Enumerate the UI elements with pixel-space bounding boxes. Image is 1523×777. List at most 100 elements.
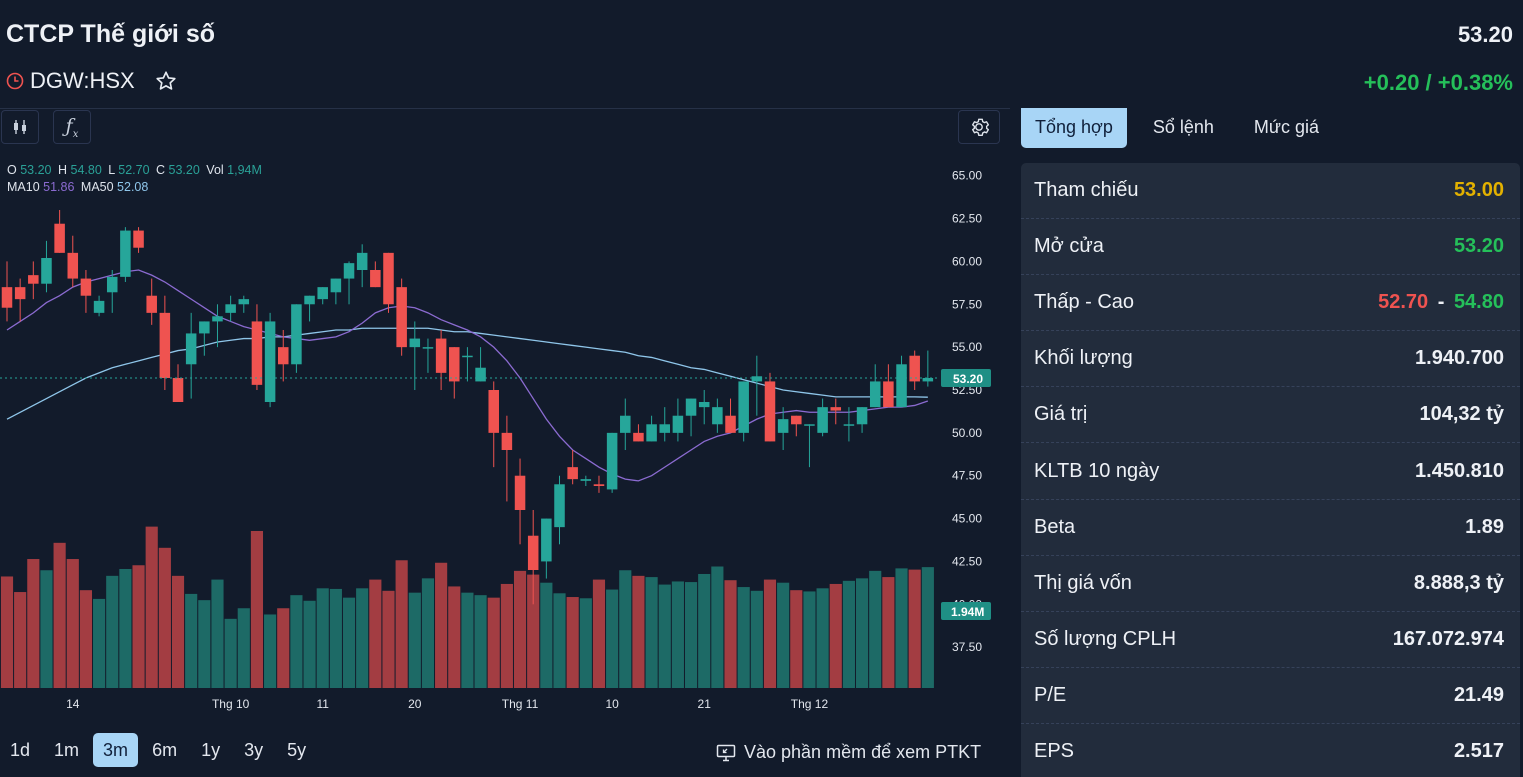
candle-body — [225, 304, 236, 313]
stat-label: Thị giá vốn — [1034, 571, 1132, 594]
stat-eps: EPS 2.517 — [1021, 724, 1520, 777]
volume-bar — [14, 592, 27, 688]
candle-body — [277, 347, 289, 365]
header-divider — [0, 108, 1010, 109]
range-button-6m[interactable]: 6m — [152, 740, 178, 760]
range-button-1m[interactable]: 1m — [54, 740, 80, 760]
candle-body — [120, 230, 131, 277]
ma10-value: 51.86 — [43, 180, 75, 194]
stat-value: 52.70 - 54.80 — [1378, 291, 1504, 314]
volume-bar — [671, 581, 684, 688]
tab-order-book[interactable]: Sổ lệnh — [1152, 117, 1214, 137]
candlestick-type-button[interactable] — [1, 110, 39, 144]
volume-bar — [606, 589, 619, 688]
candle-body — [633, 432, 644, 442]
candle-body — [791, 415, 802, 425]
stat-label: Giá trị — [1034, 403, 1088, 426]
stat-value: 21.49 — [1453, 683, 1504, 706]
volume-bar — [277, 608, 290, 688]
stat-value: 53.20 — [1453, 235, 1504, 258]
candle-body — [580, 479, 592, 481]
volume-bar — [27, 559, 40, 688]
tab-summary[interactable]: Tổng hợp — [1021, 108, 1127, 148]
high-value: 54.80 — [70, 163, 102, 177]
volume-bar — [342, 597, 356, 688]
candle-body — [264, 321, 276, 402]
volume-bar — [40, 570, 53, 688]
volume-bar — [500, 583, 513, 688]
open-label: O — [7, 163, 17, 177]
candle-body — [304, 295, 315, 305]
volume-bar — [171, 575, 185, 688]
candle-body — [817, 407, 828, 433]
x-tick-label: 20 — [408, 697, 422, 711]
y-tick-label: 45.00 — [952, 512, 982, 526]
low-value: 52.70 — [1378, 291, 1429, 314]
candle-body — [67, 252, 79, 279]
stat-label: P/E — [1034, 683, 1067, 706]
candle-body — [896, 364, 907, 408]
volume-bar — [908, 569, 921, 688]
stat-volume: Khối lượng 1.940.700 — [1021, 331, 1520, 388]
gear-icon — [971, 118, 990, 136]
stats-panel: Tham chiếu 53.00 Mở cửa 53.20 Thấp - Cao… — [1021, 163, 1520, 777]
volume-bar — [421, 578, 435, 688]
candle-body — [843, 424, 855, 426]
star-icon[interactable] — [155, 70, 177, 92]
volume-bar — [803, 591, 816, 688]
range-button-1d[interactable]: 1d — [10, 740, 31, 760]
volume-bar — [145, 526, 158, 688]
volume-bar — [224, 618, 237, 688]
volume-bar — [658, 584, 671, 688]
candle-body — [698, 402, 710, 408]
indicator-button[interactable]: ƒx — [53, 110, 91, 144]
volume-bar — [382, 590, 395, 688]
y-tick-label: 60.00 — [952, 254, 982, 268]
range-button-5y[interactable]: 5y — [287, 740, 307, 760]
function-icon: ƒx — [65, 114, 79, 140]
volume-bar — [698, 573, 711, 688]
range-button-1y[interactable]: 1y — [201, 740, 221, 760]
volume-bar — [66, 559, 79, 688]
candle-body — [909, 355, 920, 382]
candle-body — [501, 432, 513, 450]
volume-bar — [369, 579, 382, 688]
volume-bar — [408, 592, 421, 688]
candle-body — [738, 381, 749, 433]
volume-bar — [895, 568, 908, 688]
chart-settings-button[interactable] — [958, 110, 1000, 144]
price-chart[interactable]: 65.0062.5060.0057.5055.0052.5050.0047.50… — [0, 150, 1010, 725]
candle-body — [883, 381, 894, 408]
volume-bar — [763, 579, 777, 688]
range-button-3y[interactable]: 3y — [244, 740, 264, 760]
range-button-3m[interactable]: 3m — [93, 733, 139, 767]
candle-body — [238, 299, 250, 305]
open-ta-software-link[interactable]: Vào phần mềm để xem PTKT — [716, 742, 981, 763]
candle-body — [541, 518, 552, 562]
candlestick-icon — [14, 120, 26, 134]
volume-bar — [487, 597, 500, 688]
candle-body — [28, 275, 39, 284]
y-tick-label: 57.50 — [952, 297, 982, 311]
volume-bar — [158, 547, 171, 688]
stat-open: Mở cửa 53.20 — [1021, 219, 1520, 276]
candle-body — [212, 316, 223, 322]
clock-icon — [6, 72, 24, 90]
candle-body — [777, 419, 789, 433]
tab-price-levels[interactable]: Mức giá — [1253, 117, 1319, 137]
candle-body — [54, 223, 65, 253]
volume-bar — [474, 595, 487, 688]
stat-label: Thấp - Cao — [1034, 291, 1135, 314]
candle-body — [804, 424, 815, 426]
candle-body — [317, 287, 328, 300]
stat-market-cap: Thị giá vốn 8.888,3 tỷ — [1021, 556, 1520, 612]
volume-bar — [592, 579, 606, 688]
stat-trade-value: Giá trị 104,32 tỷ — [1021, 387, 1520, 444]
volume-bar — [198, 600, 211, 688]
candle-body — [185, 333, 197, 365]
volume-bar — [395, 560, 408, 688]
stat-value: 2.517 — [1453, 739, 1504, 762]
candle-body — [712, 407, 723, 425]
price-change: +0.20 / +0.38% — [1363, 70, 1513, 95]
stat-reference: Tham chiếu 53.00 — [1021, 163, 1520, 220]
